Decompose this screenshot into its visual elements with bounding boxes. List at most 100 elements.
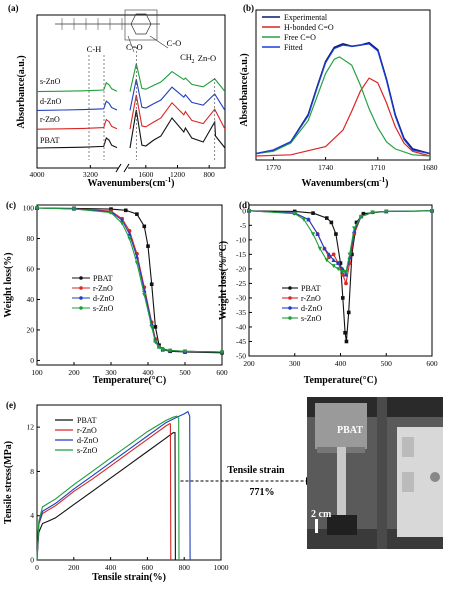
y-tick-label: -30 xyxy=(236,293,246,302)
x-tick-label: 600 xyxy=(216,368,228,377)
tensile-test-photo: PBAT 2 cm xyxy=(307,397,443,549)
pbat-structure-sketch xyxy=(55,9,169,53)
structure-bracket xyxy=(124,9,158,41)
series-label: d-ZnO xyxy=(40,97,62,106)
legend-entry: r-ZnO xyxy=(77,426,97,435)
y-tick-label: 0 xyxy=(30,556,34,565)
structure-pointer xyxy=(127,35,135,53)
photo-label: PBAT xyxy=(337,425,363,436)
series-PBAT-marker xyxy=(135,212,139,216)
x-tick-label: 300 xyxy=(105,368,117,377)
legend-entry: s-ZnO xyxy=(93,304,114,313)
x-tick-label: 3200 xyxy=(83,170,98,179)
series-s-ZnO-marker xyxy=(331,264,336,269)
y-axis-label: Weight loss(%) xyxy=(3,252,14,317)
legend-entry: PBAT xyxy=(93,274,113,283)
series-s-ZnO-marker xyxy=(384,209,389,214)
series-s-ZnO-marker xyxy=(324,258,329,263)
legend-marker xyxy=(79,286,83,290)
series-d-ZnO-marker xyxy=(322,246,327,251)
x-tick-label: 200 xyxy=(243,359,255,368)
x-axis-label-part: ) xyxy=(385,178,388,189)
series-PBAT-marker xyxy=(142,224,147,229)
y-axis-label: Tensile stress(MPa) xyxy=(3,441,14,524)
y-tick-label: 20 xyxy=(27,325,35,334)
series-PBAT-marker xyxy=(344,339,349,344)
x-tick-label: 1770 xyxy=(266,163,281,172)
legend-entry: d-ZnO xyxy=(93,294,115,303)
series-s-ZnO-marker xyxy=(168,348,173,353)
x-tick-label: 400 xyxy=(105,563,117,572)
series-PBAT-marker xyxy=(109,207,113,211)
series-PBAT-marker xyxy=(124,208,128,213)
series-r-ZnO-line xyxy=(129,94,226,130)
legend-marker xyxy=(288,316,292,320)
series-s-ZnO-marker xyxy=(370,210,375,215)
panel-b-label: (b) xyxy=(243,3,254,13)
series-s-ZnO-line xyxy=(248,210,433,273)
series-s-ZnO-marker xyxy=(108,210,114,215)
x-tick-label: 400 xyxy=(335,359,347,368)
series-r-ZnO-line xyxy=(36,423,172,561)
series-s-ZnO-marker xyxy=(219,350,225,355)
x-tick-label: 300 xyxy=(289,359,301,368)
y-tick-label: -5 xyxy=(240,221,246,230)
x-tick-label: 400 xyxy=(142,368,154,377)
panel_e-label: (e) xyxy=(6,400,16,410)
series-d-ZnO-line xyxy=(36,100,118,111)
legend-marker xyxy=(288,296,292,300)
series-PBAT-marker xyxy=(311,211,315,215)
series-d-ZnO-marker xyxy=(149,321,154,326)
panel_c-label: (c) xyxy=(6,200,16,210)
series-PBAT-marker xyxy=(361,211,366,216)
legend-entry: Experimental xyxy=(284,13,328,22)
y-tick-label: -25 xyxy=(236,279,246,288)
legend-entry: r-ZnO xyxy=(93,284,113,293)
series-s-ZnO-line xyxy=(36,415,180,561)
x-tick-label: 4000 xyxy=(30,170,45,179)
series-PBAT-marker xyxy=(149,282,154,287)
x-axis-label: Wavenumbers(cm-1) xyxy=(88,176,175,189)
x-tick-label: 600 xyxy=(426,359,438,368)
structure-ring xyxy=(130,13,152,35)
x-tick-label: 1000 xyxy=(214,563,229,572)
x-tick-label: 1680 xyxy=(423,163,438,172)
x-axis-label-end: ) xyxy=(171,178,174,189)
callout-value: 771% xyxy=(250,487,275,498)
series-s-ZnO-marker xyxy=(149,325,154,330)
series-r-ZnO-marker xyxy=(340,272,345,277)
y-tick-label: 0 xyxy=(242,206,246,215)
annotation-ch2: CH xyxy=(180,52,192,62)
legend-entry: H-bonded C=O xyxy=(284,23,334,32)
x-axis-label: Temperature(°C) xyxy=(304,375,377,386)
series-PBAT-marker xyxy=(324,216,329,220)
series-s-ZnO-marker xyxy=(310,232,316,237)
series-s-ZnO-marker xyxy=(119,221,125,226)
series-s-ZnO-marker xyxy=(142,293,147,298)
x-tick-label: 800 xyxy=(204,170,216,179)
x-axis-label-part: Wavenumbers(cm xyxy=(302,178,380,189)
x-axis-label-text: Wavenumbers(cm xyxy=(88,178,166,189)
x-axis-label: Temperature(°C) xyxy=(93,375,166,386)
x-tick-label: 500 xyxy=(179,368,191,377)
series-Fitted-line xyxy=(255,43,431,155)
x-tick-label: 1600 xyxy=(138,170,153,179)
series-PBAT-marker xyxy=(346,310,351,315)
legend-marker xyxy=(79,306,83,310)
y-tick-label: 0 xyxy=(30,356,34,365)
series-s-ZnO-marker xyxy=(134,261,140,266)
x-tick-label: 100 xyxy=(31,368,43,377)
panel-a-label: (a) xyxy=(8,3,19,13)
legend-marker xyxy=(288,306,292,310)
axis-break-mark xyxy=(123,163,130,173)
annotation-co-double: C=O xyxy=(126,42,143,52)
series-s-ZnO-marker xyxy=(292,211,297,216)
y-axis-label: Absorbance(a.u.) xyxy=(239,53,250,126)
series-s-ZnO-marker xyxy=(301,217,307,222)
series-H-bonded-C-O-line xyxy=(255,77,431,157)
legend-entry: s-ZnO xyxy=(301,314,322,323)
series-d-ZnO-marker xyxy=(326,252,332,257)
series-r-ZnO-line xyxy=(248,210,433,286)
y-tick-label: 4 xyxy=(30,511,34,520)
